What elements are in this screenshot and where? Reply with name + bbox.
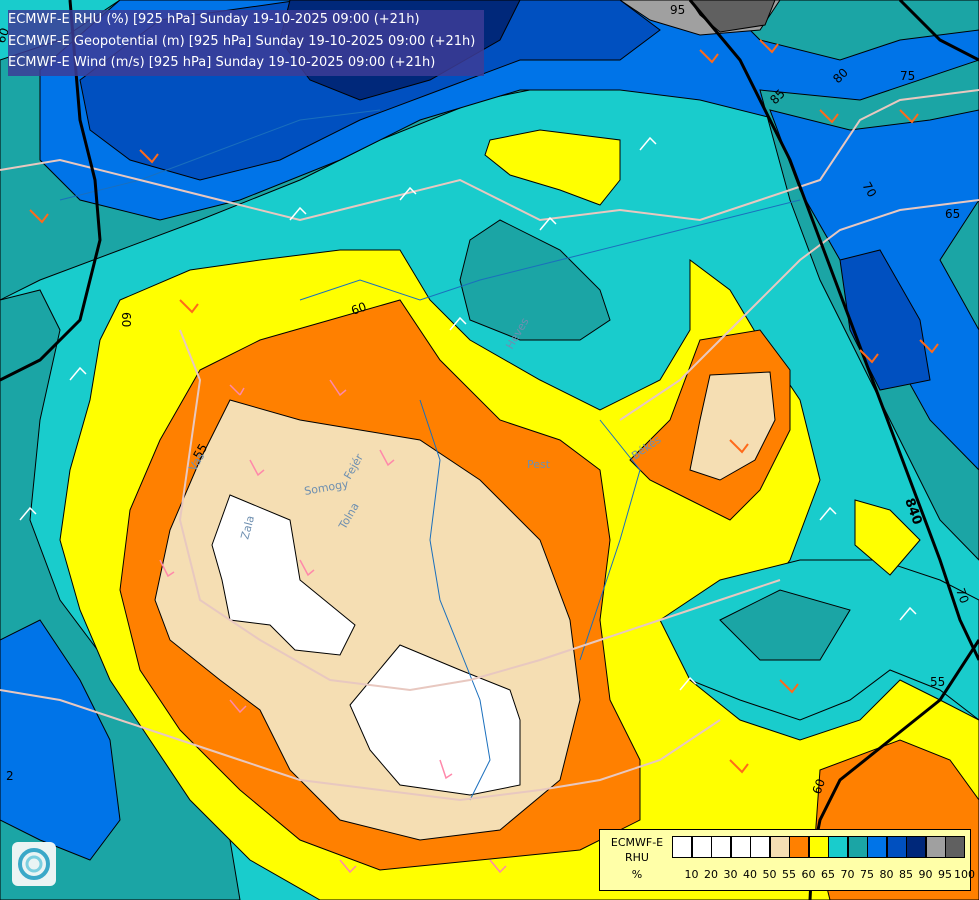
color-legend: ECMWF-E RHU % 10 20 30 40 50 55 60 65 70 75 80 85 90… — [599, 829, 975, 891]
legend-tick-label: 55 — [782, 868, 796, 881]
rhu-55-area-east — [689, 371, 776, 481]
legend-swatch — [730, 836, 751, 858]
legend-tick-label: 90 — [918, 868, 933, 881]
legend-swatch — [808, 836, 829, 858]
header-geopotential-line: ECMWF-E Geopotential (m) [925 hPa] Sunda… — [8, 34, 476, 49]
rhu-65-island-north — [484, 129, 621, 206]
contour-label: 60 — [349, 299, 368, 317]
geopotential-isoline — [688, 0, 979, 661]
legend-tick-label: 40 — [743, 868, 757, 881]
legend-swatch — [750, 836, 770, 858]
legend-swatch — [945, 836, 965, 858]
legend-tick-label: 100 — [954, 868, 975, 881]
legend-swatch — [867, 836, 887, 858]
legend-tick-label: 65 — [821, 868, 835, 881]
legend-swatch — [711, 836, 731, 858]
river — [579, 419, 641, 661]
river — [419, 399, 491, 801]
legend-swatch — [769, 836, 790, 858]
legend-swatch — [925, 836, 946, 858]
contour-label: 70 — [859, 180, 879, 200]
country-border — [0, 689, 721, 802]
legend-swatch — [691, 836, 712, 858]
river — [299, 199, 801, 301]
legend-tick-label: 70 — [840, 868, 855, 881]
country-border — [0, 89, 979, 222]
legend-model: ECMWF-E — [610, 836, 664, 849]
map-header — [8, 10, 484, 76]
river — [59, 109, 381, 201]
county-label: Pest — [527, 458, 551, 471]
legend-tick-label: 10 — [684, 868, 699, 881]
wind-barbs-light — [19, 136, 917, 691]
wind-barbs-strong — [29, 39, 939, 774]
header-wind-line: ECMWF-E Wind (m/s) [925 hPa] Sunday 19-1… — [8, 55, 436, 70]
wind-barbs — [159, 379, 507, 874]
legend-tick-label: 80 — [879, 868, 894, 881]
contour-label: 95 — [670, 3, 685, 17]
legend-swatch — [828, 836, 848, 858]
contour-label: 60 — [810, 777, 828, 796]
contour-label: 2 — [6, 769, 14, 783]
geopotential-isoline — [0, 0, 102, 382]
rhu-50-core-west — [211, 494, 356, 656]
contour-label: 55 — [190, 441, 210, 461]
legend-tick-label: 95 — [938, 868, 952, 881]
legend-swatch — [789, 836, 809, 858]
contour-label: 75 — [900, 69, 915, 83]
legend-unit: % — [631, 868, 643, 881]
country-border — [619, 199, 979, 421]
legend-tick-label: 20 — [704, 868, 718, 881]
contour-label: 65 — [945, 207, 960, 221]
rhu-65-island-east — [854, 499, 921, 576]
rhu-75-area-east-inset — [719, 589, 851, 661]
rhu-80-band-southwest — [0, 619, 121, 861]
legend-variable: RHU — [625, 851, 649, 864]
rhu-75-island-center — [459, 219, 611, 341]
legend-tick-label: 60 — [801, 868, 816, 881]
legend-tick-label: 30 — [723, 868, 738, 881]
contour-label: 70 — [953, 586, 971, 605]
contour-label: 55 — [930, 675, 945, 689]
rhu-50-core-south — [349, 644, 521, 796]
legend-tick-label: 85 — [899, 868, 913, 881]
ecmwf-logo-icon — [12, 842, 56, 886]
header-rhu-line: ECMWF-E RHU (%) [925 hPa] Sunday 19-10-2… — [8, 12, 420, 27]
contour-label: 60 — [119, 312, 133, 327]
legend-swatch — [672, 836, 692, 858]
legend-tick-label: 75 — [860, 868, 874, 881]
geopotential-isoline — [898, 0, 979, 62]
legend-swatch — [886, 836, 907, 858]
county-label: Zala — [238, 514, 257, 541]
legend-tick-label: 50 — [762, 868, 777, 881]
legend-swatch — [906, 836, 926, 858]
country-border — [178, 329, 781, 692]
legend-swatch — [847, 836, 868, 858]
